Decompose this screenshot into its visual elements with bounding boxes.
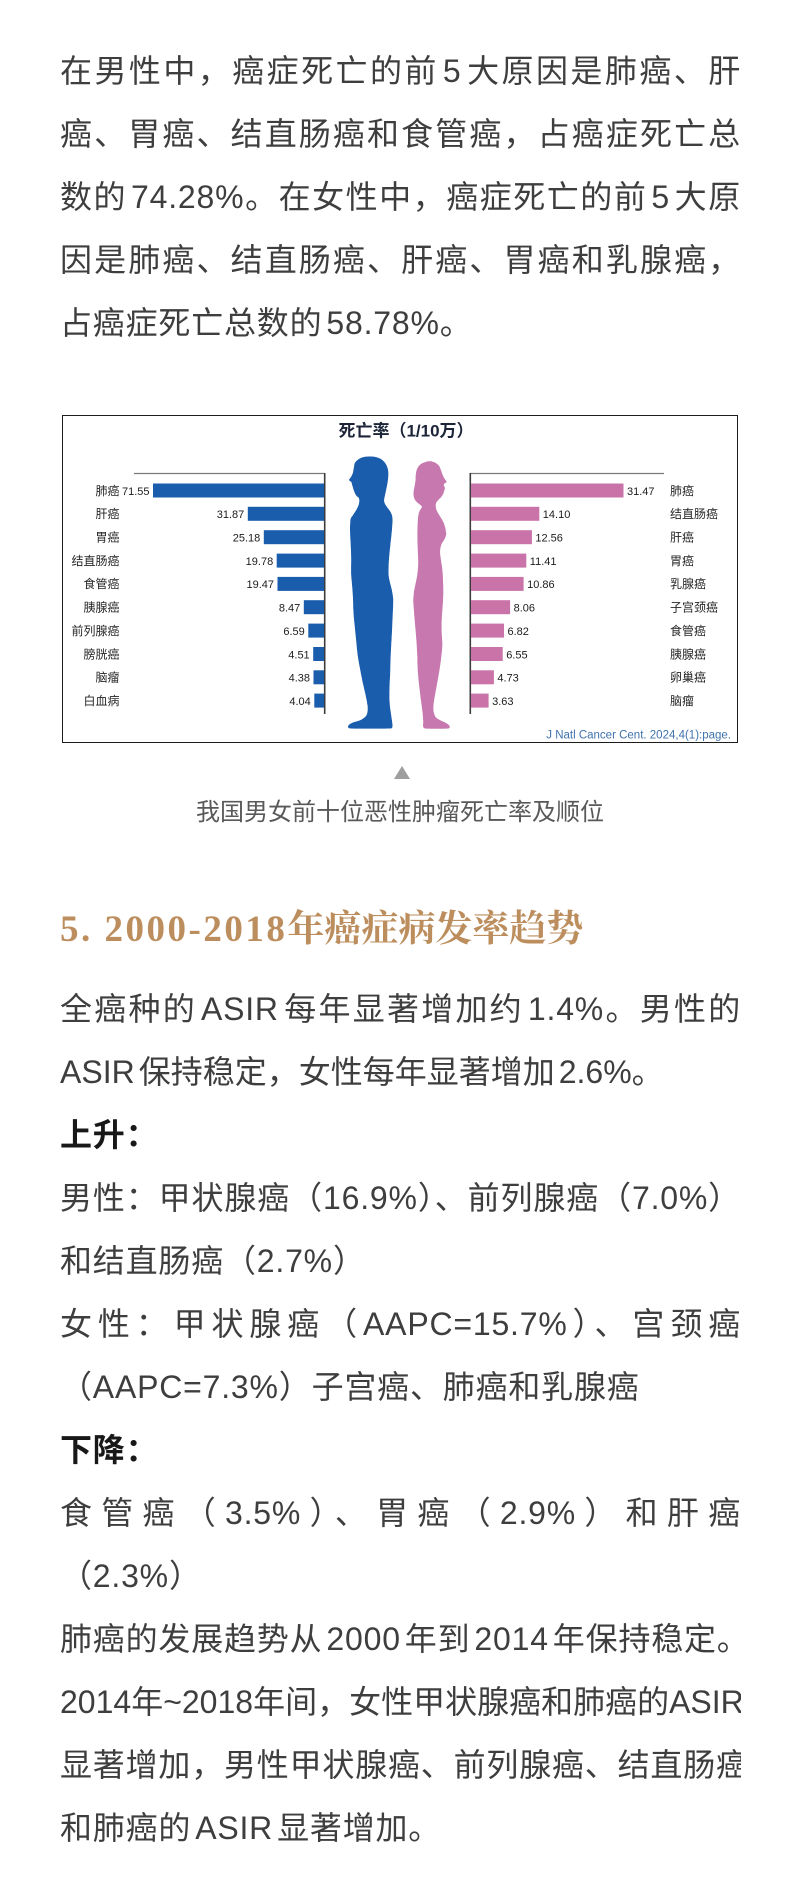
svg-text:死亡率（1/10万）: 死亡率（1/10万） xyxy=(338,421,473,441)
svg-text:6.82: 6.82 xyxy=(508,626,529,638)
svg-text:71.55: 71.55 xyxy=(122,486,150,498)
svg-text:8.47: 8.47 xyxy=(279,603,300,615)
svg-text:脑瘤: 脑瘤 xyxy=(670,693,694,708)
svg-text:14.10: 14.10 xyxy=(543,509,571,521)
svg-text:脑瘤: 脑瘤 xyxy=(95,670,119,685)
svg-text:31.47: 31.47 xyxy=(627,486,655,498)
svg-text:子宫颈癌: 子宫颈癌 xyxy=(670,600,718,615)
svg-text:6.55: 6.55 xyxy=(506,649,527,661)
svg-text:白血病: 白血病 xyxy=(83,693,119,708)
svg-text:6.59: 6.59 xyxy=(283,626,304,638)
svg-text:4.73: 4.73 xyxy=(497,673,518,685)
svg-text:4.51: 4.51 xyxy=(288,649,309,661)
svg-text:胃癌: 胃癌 xyxy=(670,553,694,568)
svg-text:结直肠癌: 结直肠癌 xyxy=(71,553,119,568)
svg-text:J Natl Cancer Cent. 2024,4(1):: J Natl Cancer Cent. 2024,4(1):page. xyxy=(546,730,731,742)
svg-text:胰腺癌: 胰腺癌 xyxy=(670,646,706,661)
svg-text:4.04: 4.04 xyxy=(289,696,310,708)
svg-text:食管癌: 食管癌 xyxy=(83,576,119,591)
svg-text:食管癌: 食管癌 xyxy=(670,623,706,638)
svg-text:胰腺癌: 胰腺癌 xyxy=(83,600,119,615)
svg-text:结直肠癌: 结直肠癌 xyxy=(670,506,718,521)
svg-text:肝癌: 肝癌 xyxy=(670,530,694,545)
svg-text:4.38: 4.38 xyxy=(289,673,310,685)
svg-text:卵巢癌: 卵巢癌 xyxy=(670,670,706,685)
svg-text:8.06: 8.06 xyxy=(514,603,535,615)
svg-text:31.87: 31.87 xyxy=(217,509,245,521)
svg-text:3.63: 3.63 xyxy=(492,696,513,708)
svg-text:肺癌: 肺癌 xyxy=(95,483,119,498)
svg-text:肺癌: 肺癌 xyxy=(670,483,694,498)
svg-text:膀胱癌: 膀胱癌 xyxy=(83,646,119,661)
svg-text:25.18: 25.18 xyxy=(233,533,261,545)
svg-text:胃癌: 胃癌 xyxy=(95,530,119,545)
svg-text:乳腺癌: 乳腺癌 xyxy=(670,576,706,591)
svg-text:11.41: 11.41 xyxy=(530,556,557,568)
svg-text:12.56: 12.56 xyxy=(535,533,563,545)
svg-text:前列腺癌: 前列腺癌 xyxy=(71,623,119,638)
svg-text:10.86: 10.86 xyxy=(527,579,555,591)
svg-text:19.78: 19.78 xyxy=(246,556,274,568)
svg-text:肝癌: 肝癌 xyxy=(95,506,119,521)
svg-text:19.47: 19.47 xyxy=(246,579,274,591)
